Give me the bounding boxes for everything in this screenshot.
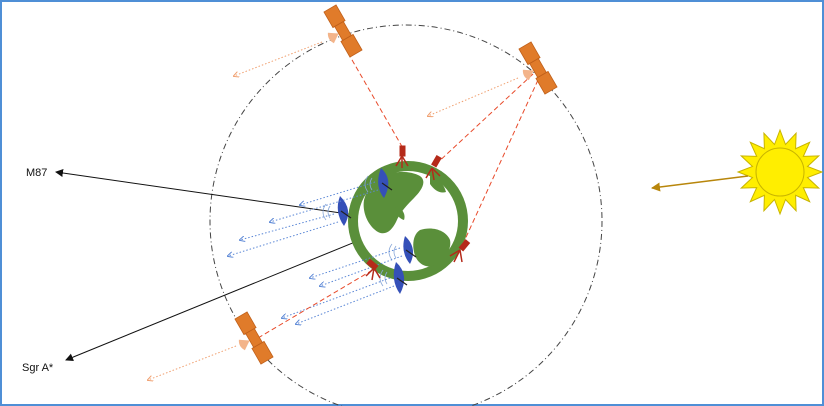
sun-arrow [651,175,749,192]
sgra-label: Sgr A* [22,362,54,374]
sun-icon [736,128,824,216]
dish-icon-4 [393,262,408,294]
downlink-lines [257,45,539,339]
m87-label: M87 [26,167,47,179]
satellite-beams [148,41,519,380]
ground-signal-arrows [228,181,403,324]
satellite-icon-2 [518,41,558,95]
sgra-arrow [65,221,405,362]
ground-station-icon-4 [365,258,381,281]
ground-station-icon-2 [425,154,442,181]
ground-station-icon-1 [395,145,409,168]
satellite-icon-3 [234,311,274,365]
orbit-ellipse [209,24,603,406]
ground-station-icons [365,145,471,281]
dish-icon-2 [337,196,352,226]
dish-icon-3 [403,236,417,264]
ground-station-icon-3 [449,239,471,263]
dish-icon-1 [378,168,393,198]
satellite-icon-1 [323,4,363,58]
